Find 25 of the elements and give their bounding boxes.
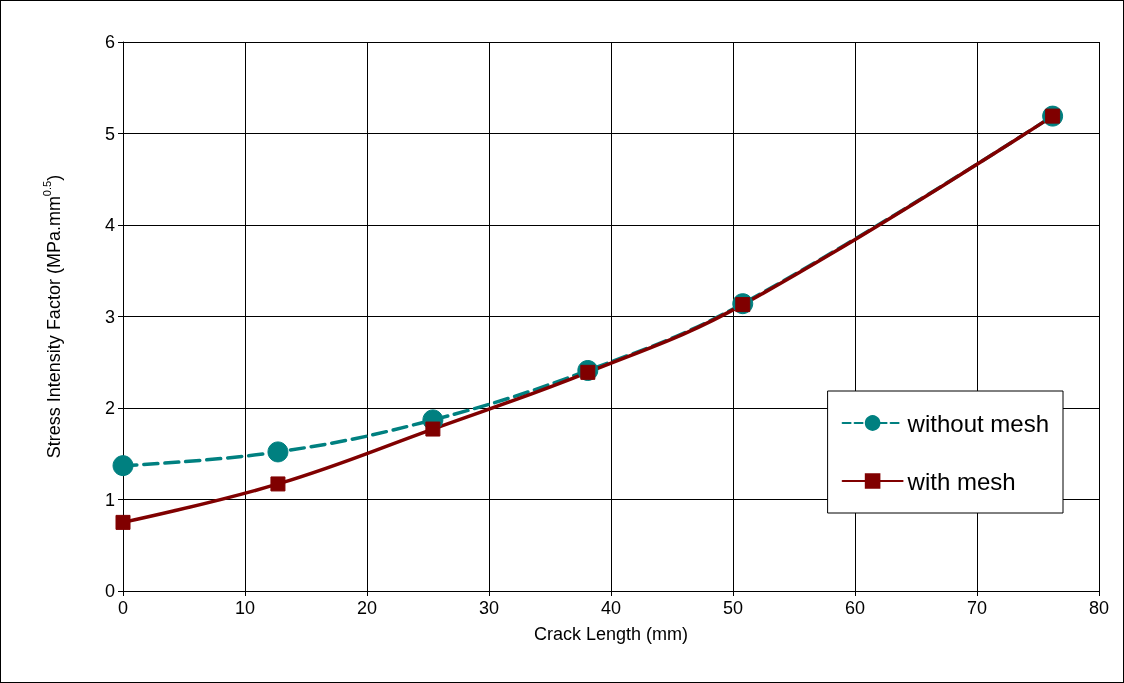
x-tick-label: 40 xyxy=(600,598,622,618)
y-axis-title: Stress Intensity Factor (MPa.mm0.5) xyxy=(40,174,64,459)
y-tick-label: 2 xyxy=(104,398,115,418)
y-tick-label: 0 xyxy=(104,581,115,601)
point xyxy=(115,514,131,530)
x-tick-label: 0 xyxy=(117,598,129,618)
x-tick-label: 50 xyxy=(722,598,744,618)
y-tick-label: 3 xyxy=(104,306,115,327)
point xyxy=(112,455,134,477)
y-tick-label: 1 xyxy=(104,489,115,510)
y-tick-label: 6 xyxy=(104,32,115,52)
point xyxy=(425,421,441,437)
x-tick-label: 80 xyxy=(1088,598,1110,618)
y-tick-label: 5 xyxy=(104,123,115,144)
point xyxy=(270,476,286,492)
x-tick-label: 10 xyxy=(234,598,256,618)
x-axis-title: Crack Length (mm) xyxy=(533,624,689,644)
point xyxy=(267,441,289,463)
legend-label: without mesh xyxy=(906,409,1050,437)
x-tick-label: 30 xyxy=(478,598,500,618)
legend-label: with mesh xyxy=(906,467,1016,495)
x-tick-label: 60 xyxy=(844,598,866,618)
x-tick-label: 20 xyxy=(356,598,378,618)
y-tick-label: 4 xyxy=(104,215,115,235)
x-tick-label: 70 xyxy=(966,598,988,618)
